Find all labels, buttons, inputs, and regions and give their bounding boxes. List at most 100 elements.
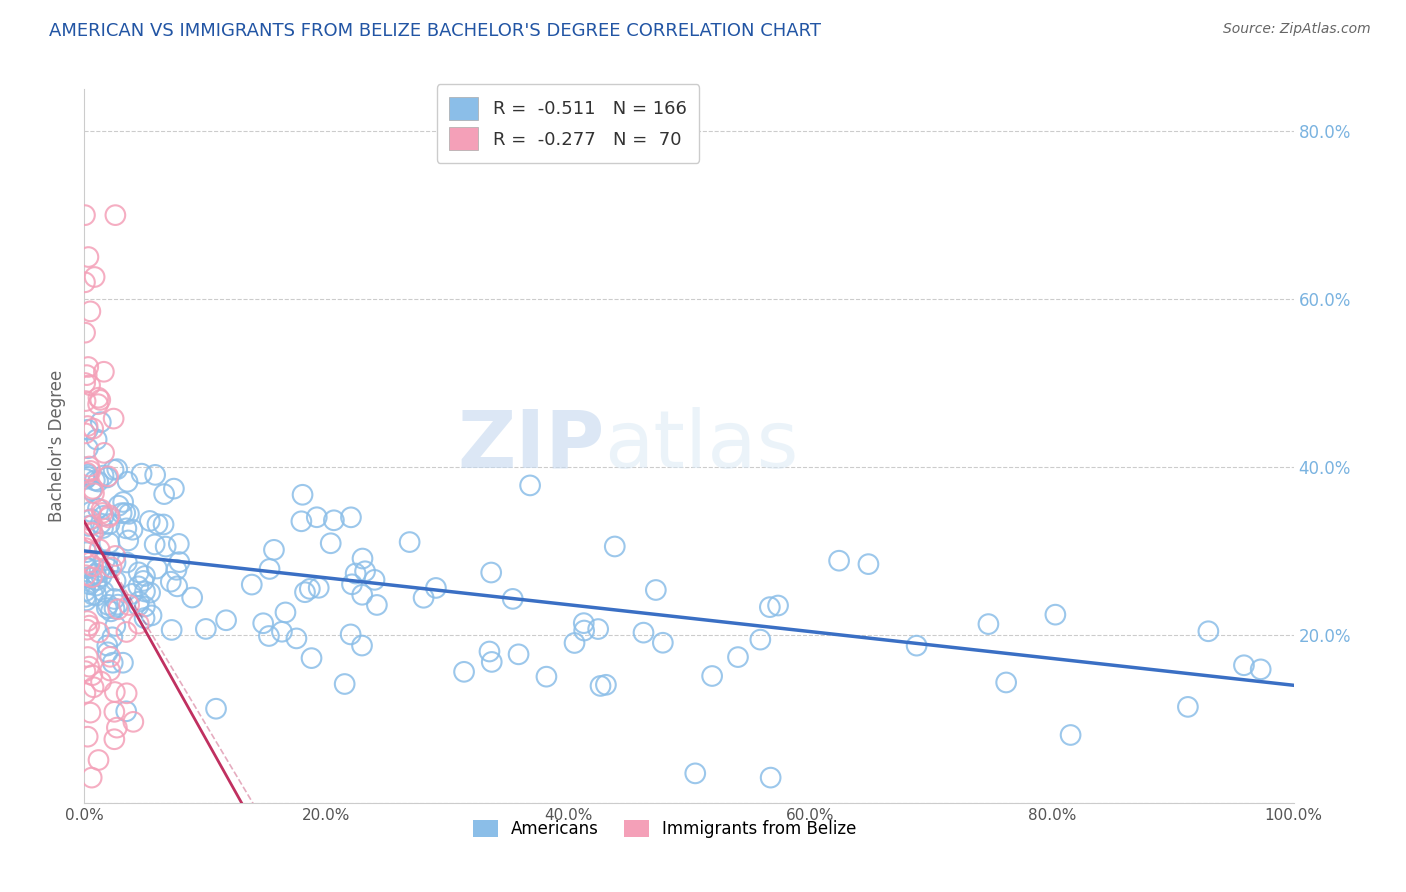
Point [97,598,120,612]
Point [115,521,138,535]
Point [75,593,97,607]
Point [75,376,97,390]
Point [143,467,166,482]
Point [572,624,595,638]
Point [905,639,928,653]
Point [98,536,121,550]
Point [263,542,285,557]
Point [77,359,100,374]
Point [115,556,138,570]
Point [107,499,129,513]
Point [103,705,125,719]
Point [141,608,163,623]
Point [104,619,127,633]
Point [76,469,98,483]
Point [96,470,118,484]
Point [352,551,374,566]
Point [77,467,100,482]
Point [115,686,138,700]
Point [425,581,447,595]
Point [84,567,107,582]
Point [363,573,385,587]
Text: ZIP: ZIP [457,407,605,485]
Point [298,582,321,596]
Point [143,537,166,551]
Point [105,721,128,735]
Point [305,510,328,524]
Point [97,469,120,483]
Point [114,506,136,520]
Point [76,466,98,480]
Point [167,537,190,551]
Text: AMERICAN VS IMMIGRANTS FROM BELIZE BACHELOR'S DEGREE CORRELATION CHART: AMERICAN VS IMMIGRANTS FROM BELIZE BACHE… [49,22,821,40]
Point [86,433,108,447]
Point [121,587,143,601]
Point [90,569,112,583]
Point [858,557,880,571]
Legend: Americans, Immigrants from Belize: Americans, Immigrants from Belize [467,813,863,845]
Point [107,602,129,616]
Point [651,636,673,650]
Point [766,599,789,613]
Point [103,601,125,615]
Point [76,368,98,383]
Point [181,591,204,605]
Point [633,625,655,640]
Point [104,556,127,570]
Point [128,594,150,608]
Point [80,771,103,785]
Point [536,670,558,684]
Point [93,584,115,599]
Point [73,208,96,222]
Point [101,656,124,670]
Point [79,556,101,570]
Point [146,517,169,532]
Point [344,566,367,581]
Point [398,535,420,549]
Point [340,510,363,524]
Point [97,510,120,524]
Point [131,467,153,481]
Point [76,623,98,637]
Point [508,648,530,662]
Point [146,561,169,575]
Point [271,624,294,639]
Point [252,616,274,631]
Point [87,397,110,411]
Point [153,487,176,501]
Point [111,506,134,520]
Point [82,588,104,602]
Point [128,616,150,631]
Point [80,512,103,526]
Point [91,521,114,535]
Point [117,533,139,548]
Point [121,523,143,537]
Point [308,581,330,595]
Point [759,771,782,785]
Point [586,622,609,636]
Point [132,574,155,588]
Point [333,677,356,691]
Point [1233,658,1256,673]
Point [105,462,128,476]
Point [595,678,617,692]
Point [76,419,98,434]
Point [152,517,174,532]
Point [82,526,104,541]
Point [75,326,97,340]
Point [75,686,97,700]
Point [96,639,118,653]
Point [759,600,782,615]
Point [127,599,149,613]
Point [319,536,342,550]
Point [93,365,115,379]
Point [290,514,312,528]
Point [83,270,105,285]
Point [134,584,156,599]
Point [89,564,111,578]
Point [90,674,112,689]
Point [101,630,124,644]
Point [1177,699,1199,714]
Point [77,570,100,584]
Point [79,706,101,720]
